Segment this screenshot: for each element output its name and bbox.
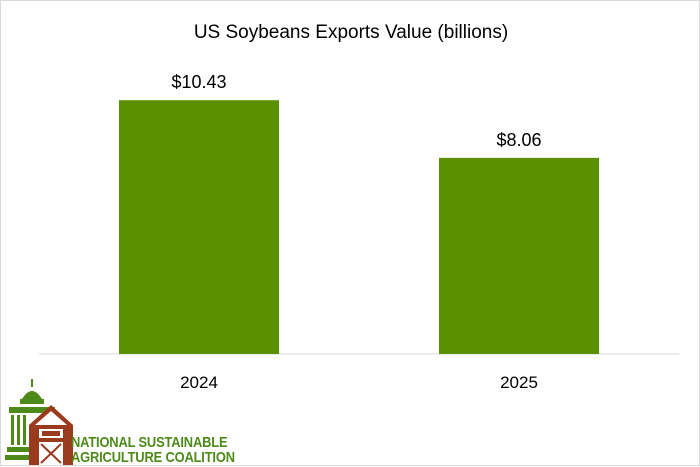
logo-line-1: NATIONAL SUSTAINABLE bbox=[71, 434, 228, 451]
nsac-logo-text: NATIONAL SUSTAINABLE AGRICULTURE COALITI… bbox=[71, 435, 235, 465]
x-tick-label-2024: 2024 bbox=[180, 373, 218, 392]
bar-2024 bbox=[119, 100, 279, 354]
logo-line-2: AGRICULTURE COALITION bbox=[71, 449, 235, 466]
nsac-logo bbox=[5, 379, 73, 465]
capitol-icon bbox=[5, 379, 55, 460]
bar-2025 bbox=[439, 157, 599, 354]
data-label-2025: $8.06 bbox=[496, 130, 541, 150]
chart-title: US Soybeans Exports Value (billions) bbox=[194, 22, 508, 43]
x-tick-label-2025: 2025 bbox=[500, 373, 538, 392]
data-label-2024: $10.43 bbox=[171, 72, 226, 92]
barn-icon bbox=[29, 405, 73, 465]
